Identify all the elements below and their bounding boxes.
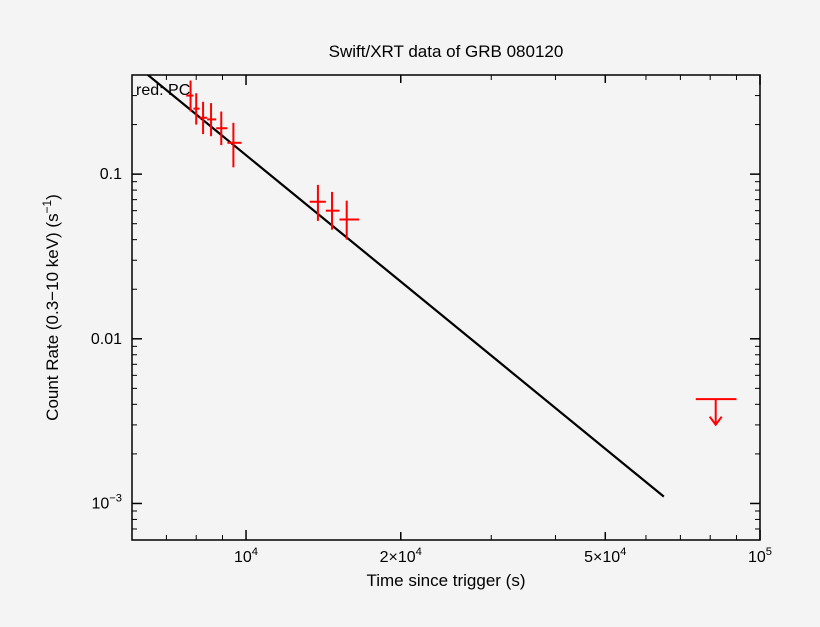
x-tick-label: 2×104 xyxy=(380,546,422,566)
svg-text:Count Rate (0.3−10 keV) (s−1): Count Rate (0.3−10 keV) (s−1) xyxy=(40,194,62,421)
y-tick-label: 0.01 xyxy=(91,331,122,348)
y-tick-label: 0.1 xyxy=(100,166,122,183)
x-axis-label: Time since trigger (s) xyxy=(366,571,525,590)
chart-background xyxy=(0,0,820,627)
legend-annotation: red: PC xyxy=(136,82,190,99)
y-axis-label: Count Rate (0.3−10 keV) (s−1) xyxy=(40,194,62,421)
x-tick-label: 5×104 xyxy=(584,546,626,566)
chart-title: Swift/XRT data of GRB 080120 xyxy=(329,42,564,61)
chart-container: 1041052×1045×10410−30.010.1Swift/XRT dat… xyxy=(0,0,820,627)
chart-svg: 1041052×1045×10410−30.010.1Swift/XRT dat… xyxy=(0,0,820,627)
